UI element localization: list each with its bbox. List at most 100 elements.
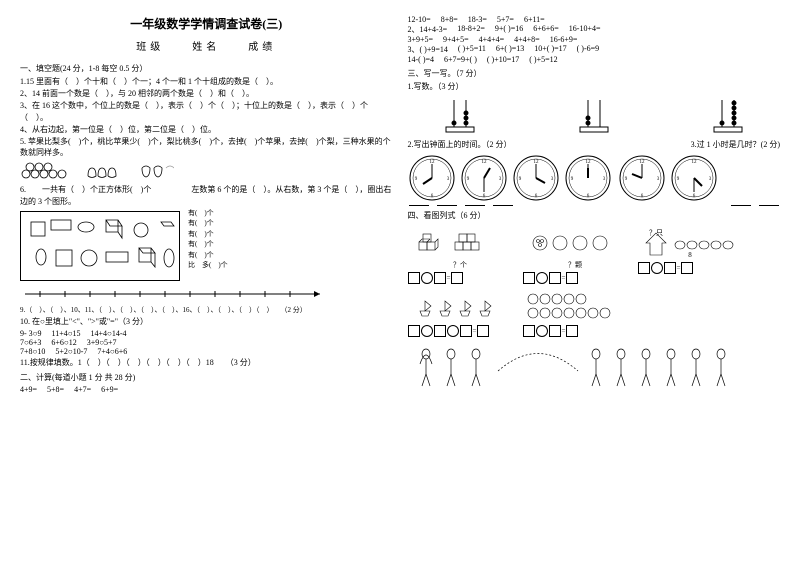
- svg-text:9: 9: [570, 177, 573, 182]
- q4: 4、从右边起，第一位是（ ）位，第二位是（ ）位。: [20, 124, 393, 135]
- unknown-label: ？只: [649, 229, 663, 237]
- q10-01: 11+4○15: [52, 329, 81, 338]
- svg-text:12: 12: [533, 160, 539, 165]
- q2: 2、14 前面一个数是（ ），与 20 相邻的两个数是（ ）和（ ）。: [20, 88, 393, 99]
- jumprope-icon: [408, 341, 738, 401]
- pic-faces: =: [523, 288, 628, 337]
- eq-balls: =: [523, 272, 628, 284]
- svg-text:6: 6: [586, 194, 589, 199]
- calc-r1: 2、14+4-3= 18-8+2= 9+( )=16 6+6+6= 16-10+…: [408, 24, 781, 35]
- q11: 11.按规律填数。1（ ）（ ）（ ）（ ）（ ）（ ）18 （3 分）: [20, 357, 393, 368]
- q10-00: 9- 3○9: [20, 329, 42, 338]
- clock-blank: [731, 205, 751, 206]
- clock1-icon: 12369: [408, 154, 456, 202]
- eq-boats: =: [408, 325, 513, 337]
- svg-text:6: 6: [534, 194, 537, 199]
- calc-l03: 6+9=: [101, 385, 118, 394]
- svg-text:3: 3: [708, 177, 711, 182]
- shape-box: [20, 211, 180, 281]
- svg-text:12: 12: [639, 160, 645, 165]
- cr00: 12-10=: [408, 15, 431, 24]
- pic-cubes: ？个 =: [408, 225, 513, 284]
- cr41: 6+7=9+( ): [444, 55, 477, 64]
- q-ke-label: ？颗: [523, 260, 628, 270]
- cr03: 5+7=: [497, 15, 514, 24]
- q10-12: 3+9○5+7: [87, 338, 117, 347]
- pic-boats: =: [408, 288, 513, 337]
- clock4-icon: 12 3 6 9: [564, 154, 612, 202]
- q6: 6. 一共有（ ）个正方体形( )个 左数第 6 个的是（ ）。从右数，第 3 …: [20, 184, 393, 206]
- cr42: ( )+10=17: [487, 55, 519, 64]
- cr11: 18-8+2=: [457, 24, 485, 35]
- svg-text:12: 12: [585, 160, 591, 165]
- svg-text:12: 12: [481, 160, 487, 165]
- svg-text:3: 3: [656, 177, 659, 182]
- pic-balls: ？颗 =: [523, 225, 628, 284]
- svg-text:9: 9: [676, 177, 679, 182]
- q1: 1.15 里面有（ ）个十和（ ）个一；4 个一和 1 个十组成的数是（ ）。: [20, 76, 393, 87]
- calc-r2: 3+9+5= 9+4+5= 4+4+4= 4+4+8= 16-6+9=: [408, 35, 781, 44]
- q10-20: 7+8○10: [20, 347, 45, 356]
- clock2-icon: 12369: [460, 154, 508, 202]
- cr02: 18-3=: [468, 15, 487, 24]
- calc-r4: 14-( )=4 6+7=9+( ) ( )+10=17 ( )+5=12: [408, 55, 781, 64]
- section4-head: 四、看图列式（6 分）: [408, 210, 781, 221]
- q10-10: 7○6+3: [20, 338, 41, 347]
- clock-blank: [493, 205, 513, 206]
- svg-text:9: 9: [518, 177, 521, 182]
- cr21: 9+4+5=: [443, 35, 469, 44]
- cr23: 4+4+8=: [514, 35, 540, 44]
- exam-title: 一年级数学学情调查试卷(三): [20, 15, 393, 32]
- section3-head: 三、写一写。（7 分）: [408, 68, 781, 79]
- cr33: 10+( )=17: [534, 44, 566, 55]
- q3-3: 3.过 1 小时是几时？(2 分): [691, 139, 780, 150]
- cr01: 8+8=: [441, 15, 458, 24]
- clock-blank: [759, 205, 779, 206]
- q5: 5. 苹果比梨多( )个，桃比苹果少( )个，梨比桃多( )个，去掉( )个苹果…: [20, 136, 393, 158]
- q10-row2: 7+8○10 5+2○10-7 7+4○6+6: [20, 347, 393, 356]
- eq-cubes: =: [408, 272, 513, 284]
- cr22: 4+4+4=: [479, 35, 505, 44]
- svg-text:3: 3: [602, 177, 605, 182]
- svg-text:12: 12: [429, 160, 435, 165]
- svg-text:9: 9: [466, 177, 469, 182]
- boats-icon: [415, 291, 505, 321]
- shape-label-5: 比 多( )个: [188, 260, 228, 271]
- eq-faces: =: [523, 325, 628, 337]
- cr31: ( )+5=11: [458, 44, 486, 55]
- shapes-svg: [21, 212, 181, 282]
- q7-shapes: 有( )个 有( )个 有( )个 有( )个 有( )个 比 多( )个: [20, 208, 393, 284]
- calc-l02: 4+7=: [74, 385, 91, 394]
- shape-label-4: 有( )个: [188, 250, 228, 261]
- cr43: ( )+5=12: [529, 55, 557, 64]
- q9-text: 9.（ ）、（ ）、10、11、（ ）、（ ）、（ ）、（ ）、16、（ ）、（…: [20, 306, 393, 316]
- cubes-icon: [415, 228, 505, 258]
- shape-label-1: 有( )个: [188, 218, 228, 229]
- svg-text:8: 8: [688, 251, 692, 259]
- shape-labels: 有( )个 有( )个 有( )个 有( )个 有( )个 比 多( )个: [188, 208, 228, 271]
- clock-blank: [465, 205, 485, 206]
- q10-02: 14+4○14-4: [91, 329, 127, 338]
- abacus1-icon: [442, 95, 478, 135]
- numberline-svg: [20, 287, 330, 301]
- cr30: 3、( )+9=14: [408, 44, 448, 55]
- shape-label-3: 有( )个: [188, 239, 228, 250]
- clock-row: 12369 12369 12369 12369 12369 12369: [408, 154, 781, 202]
- clock-blank: [409, 205, 429, 206]
- q10-row1: 7○6+3 6+6○12 3+9○5+7: [20, 338, 393, 347]
- abacus3-icon: [710, 95, 746, 135]
- peaches-icon: [138, 162, 174, 180]
- svg-text:3: 3: [498, 177, 501, 182]
- abacus2-icon: [576, 95, 612, 135]
- calc-r0: 12-10= 8+8= 18-3= 5+7= 6+11=: [408, 15, 781, 24]
- eq-pigs: =: [638, 262, 743, 274]
- section1-head: 一、填空题(24 分，1-8 每空 0.5 分）: [20, 63, 393, 74]
- pic-problems-row2: = =: [408, 288, 781, 337]
- pic-problems-row1: ？个 = ？颗 = ？只 8 =: [408, 225, 781, 284]
- apples-group: [20, 162, 70, 180]
- peaches-group: [138, 162, 174, 180]
- q3: 3、在 16 这个数中，个位上的数是（ ），表示（ ）个（ ）；十位上的数是（ …: [20, 100, 393, 122]
- svg-text:12: 12: [691, 160, 697, 165]
- calc-l01: 5+8=: [47, 385, 64, 394]
- pears-group: [84, 162, 124, 180]
